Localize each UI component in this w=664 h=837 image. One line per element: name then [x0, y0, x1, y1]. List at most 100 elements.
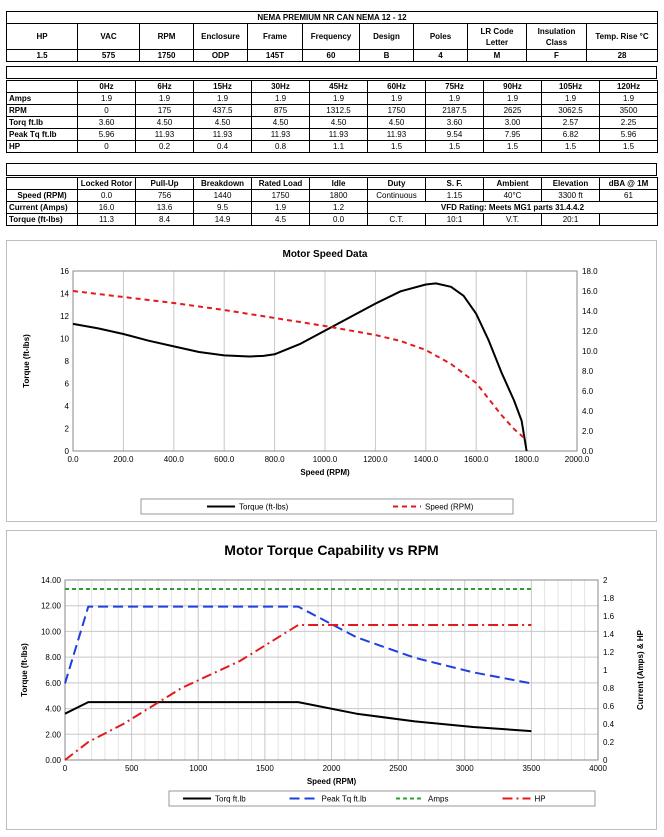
legend-label: Speed (RPM) — [425, 503, 474, 512]
perf-left-header: Idle — [309, 177, 368, 190]
frequency-cell: 0.8 — [251, 140, 310, 153]
header-col: LR Code Letter — [467, 23, 527, 50]
header-value: M — [467, 49, 527, 62]
header-value: 60 — [302, 49, 360, 62]
x-tick-label: 3000 — [456, 764, 474, 773]
perf-cell: 0.0 — [77, 189, 136, 202]
frequency-cell: 7.95 — [483, 128, 542, 141]
table-spacer — [6, 66, 657, 79]
frequency-cell: 4.50 — [251, 116, 310, 129]
perf-cell: 756 — [135, 189, 194, 202]
y2-tick-label: 1.2 — [603, 648, 615, 657]
perf-cell: 1.2 — [309, 201, 368, 214]
perf-right-value: 1.15 — [425, 189, 484, 202]
plot-area — [64, 579, 599, 761]
frequency-cell: 4.50 — [309, 116, 368, 129]
torque-capability-chart-panel: Motor Torque Capability vs RPM 0 500 1000 15… — [6, 530, 657, 830]
x-tick-label: 200.0 — [113, 455, 134, 464]
table-row: HP 0 0.2 0.4 0.8 1.1 1.5 1.5 1.5 1.5 1.5 — [6, 140, 658, 153]
y2-tick-label: 8.0 — [582, 367, 594, 376]
frequency-cell: 1.9 — [367, 92, 426, 105]
frequency-cell: 5.96 — [77, 128, 136, 141]
perf-cell: 4.5 — [251, 213, 310, 226]
ratio-cell: V.T. — [483, 213, 542, 226]
x-axis-label: Speed (RPM) — [300, 468, 350, 477]
frequency-cell: 5.96 — [599, 128, 658, 141]
y2-tick-label: 4.0 — [582, 407, 594, 416]
frequency-cell: 3500 — [599, 104, 658, 117]
y-tick-label: 2 — [65, 425, 70, 434]
y-tick-label: 12.00 — [41, 602, 62, 611]
frequency-corner-cell — [6, 80, 78, 93]
x-tick-label: 1000.0 — [313, 455, 338, 464]
perf-right-header: dBA @ 1M — [599, 177, 658, 190]
frequency-col-header: 75Hz — [425, 80, 484, 93]
perf-cell: 9.5 — [193, 201, 252, 214]
perf-right-header: S. F. — [425, 177, 484, 190]
series-line-1 — [72, 290, 528, 441]
table-spacer — [6, 163, 657, 176]
perf-cell: 16.0 — [77, 201, 136, 214]
y2-tick-label: 0.8 — [603, 684, 615, 693]
x-tick-label: 1500 — [256, 764, 274, 773]
y-axis-label: Torque (ft-lbs) — [20, 643, 29, 697]
y2-tick-label: 0 — [603, 756, 608, 765]
header-value: 1750 — [139, 49, 194, 62]
frequency-cell: 11.93 — [309, 128, 368, 141]
frequency-col-header: 0Hz — [77, 80, 136, 93]
y-tick-label: 8.00 — [45, 653, 61, 662]
perf-row-label: Torque (ft-lbs) — [6, 213, 78, 226]
y-tick-label: 0.00 — [45, 756, 61, 765]
frequency-cell: 4.50 — [193, 116, 252, 129]
frequency-col-header: 60Hz — [367, 80, 426, 93]
frequency-row-label: Torq ft.lb — [6, 116, 78, 129]
frequency-cell: 0 — [77, 104, 136, 117]
header-value: 575 — [77, 49, 140, 62]
frequency-cell: 3.00 — [483, 116, 542, 129]
frequency-cell: 1.9 — [425, 92, 484, 105]
frequency-cell: 1.9 — [251, 92, 310, 105]
frequency-cell: 11.93 — [251, 128, 310, 141]
perf-left-header: Breakdown — [193, 177, 252, 190]
frequency-cell: 437.5 — [193, 104, 252, 117]
header-col: Frame — [247, 23, 303, 50]
frequency-col-header: 120Hz — [599, 80, 658, 93]
legend-label: Torque (ft-lbs) — [239, 503, 289, 512]
frequency-cell: 9.54 — [425, 128, 484, 141]
x-tick-label: 2500 — [389, 764, 407, 773]
frequency-row-label: HP — [6, 140, 78, 153]
perf-right-value: 40°C — [483, 189, 542, 202]
frequency-cell: 0.2 — [135, 140, 194, 153]
y2-tick-label: 1.4 — [603, 630, 615, 639]
series-line-3 — [64, 624, 532, 761]
frequency-col-header: 30Hz — [251, 80, 310, 93]
y2-tick-label: 1 — [603, 666, 608, 675]
y2-tick-label: 1.6 — [603, 612, 615, 621]
x-tick-label: 2000 — [323, 764, 341, 773]
header-col: Insulation Class — [526, 23, 587, 50]
perf-cell: 1750 — [251, 189, 310, 202]
frequency-cell: 11.93 — [367, 128, 426, 141]
frequency-cell: 1.9 — [77, 92, 136, 105]
frequency-cell: 1.1 — [309, 140, 368, 153]
legend-label: Peak Tq ft.lb — [322, 795, 367, 804]
legend-label: HP — [535, 795, 546, 804]
x-tick-label: 2000.0 — [565, 455, 590, 464]
table-row: Amps 1.9 1.9 1.9 1.9 1.9 1.9 1.9 1.9 1.9 1.9 — [6, 92, 658, 105]
frequency-cell: 1.5 — [367, 140, 426, 153]
header-value: ODP — [193, 49, 248, 62]
perf-left-header: Rated Load — [251, 177, 310, 190]
frequency-cell: 3.60 — [77, 116, 136, 129]
frequency-cell: 11.93 — [193, 128, 252, 141]
frequency-cell: 1.9 — [599, 92, 658, 105]
header-value: 1.5 — [6, 49, 78, 62]
perf-right-header: Duty — [367, 177, 426, 190]
frequency-cell: 1.5 — [541, 140, 600, 153]
y-tick-label: 6.00 — [45, 679, 61, 688]
frequency-cell: 4.50 — [367, 116, 426, 129]
frequency-cell: 875 — [251, 104, 310, 117]
x-tick-label: 800.0 — [265, 455, 286, 464]
frequency-cell: 6.82 — [541, 128, 600, 141]
header-col: Frequency — [302, 23, 360, 50]
y2-tick-label: 0.0 — [582, 447, 594, 456]
